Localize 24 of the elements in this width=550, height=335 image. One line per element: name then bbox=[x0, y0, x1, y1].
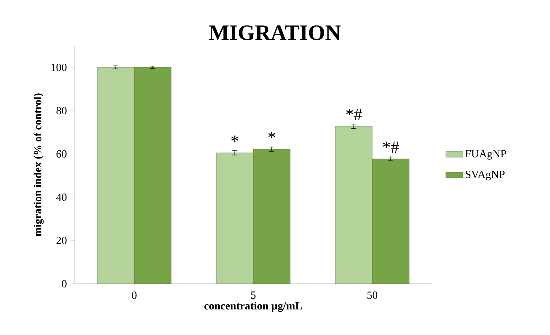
x-tick-label: 5 bbox=[251, 292, 256, 300]
annotation: * bbox=[268, 132, 276, 138]
y-axis-title: migration index (% of control) bbox=[34, 94, 44, 236]
chart-title: MIGRATION bbox=[209, 26, 341, 40]
bar bbox=[253, 149, 291, 284]
bar bbox=[216, 152, 254, 284]
legend-label: SVAgNP bbox=[466, 170, 505, 181]
bar bbox=[372, 158, 410, 284]
annotation: * bbox=[232, 136, 238, 142]
y-tick-label: 80 bbox=[56, 107, 67, 115]
legend-label: FUAgNP bbox=[466, 150, 506, 160]
annotation: *# bbox=[383, 142, 400, 153]
bar bbox=[335, 126, 373, 284]
bar bbox=[134, 67, 172, 284]
y-tick-label: 100 bbox=[52, 64, 67, 72]
x-tick-label: 50 bbox=[368, 292, 378, 300]
y-tick-label: 40 bbox=[56, 194, 67, 202]
y-tick-label: 60 bbox=[56, 150, 67, 158]
y-tick-label: 20 bbox=[56, 237, 67, 244]
y-tick-label: 0 bbox=[62, 280, 67, 288]
annotation: *# bbox=[346, 109, 362, 120]
x-tick-label: 0 bbox=[132, 292, 137, 300]
bar bbox=[97, 67, 135, 284]
x-axis-title: concentration µg/mL bbox=[204, 302, 302, 312]
